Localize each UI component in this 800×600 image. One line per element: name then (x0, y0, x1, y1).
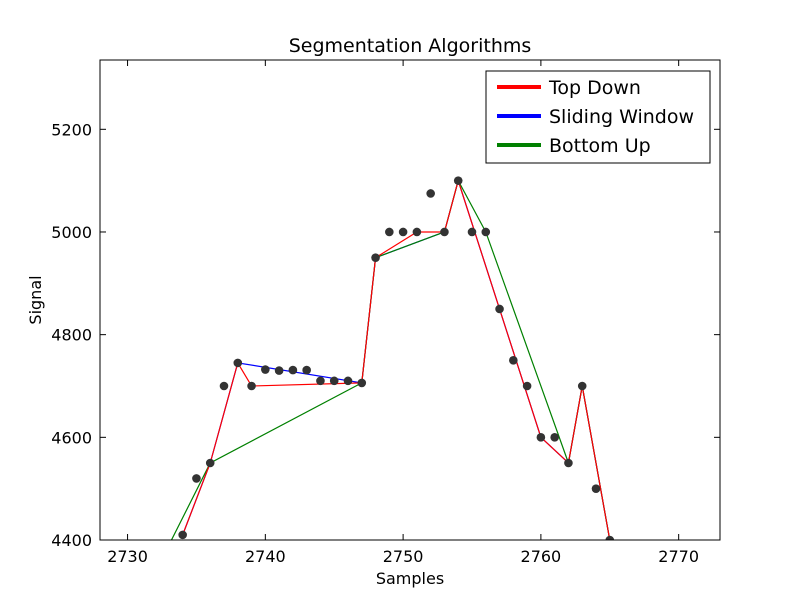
data-point (550, 433, 559, 442)
data-point (509, 356, 518, 365)
y-tick-label: 4600 (51, 428, 92, 447)
data-point (247, 381, 256, 391)
data-point (564, 458, 573, 468)
legend-label-top-down: Top Down (548, 77, 641, 99)
data-point (288, 365, 298, 375)
axis-ticks: 2730 2740 2750 2760 2770 4400 4600 4800 5000 5200 (51, 60, 720, 566)
data-point (385, 227, 394, 237)
x-tick-label: 2740 (245, 547, 286, 566)
data-point (481, 227, 491, 237)
data-point (495, 304, 504, 314)
data-point (274, 366, 284, 375)
plot-frame (99, 59, 721, 541)
y-axis-label: Signal (26, 275, 45, 324)
legend: Top Down Sliding Window Bottom Up (485, 70, 711, 164)
data-point (233, 358, 243, 368)
plot-area (170, 176, 615, 540)
y-tick-label: 5000 (51, 223, 92, 242)
data-point (412, 227, 422, 237)
data-point (302, 365, 311, 375)
y-tick-label: 5200 (51, 120, 92, 139)
data-point (343, 376, 353, 386)
data-point (426, 189, 435, 198)
legend-label-sliding-window: Sliding Window (549, 106, 694, 128)
data-point (591, 484, 601, 493)
data-point (398, 227, 408, 237)
x-tick-label: 2770 (658, 547, 699, 566)
legend-label-bottom-up: Bottom Up (549, 135, 651, 157)
y-tick-label: 4400 (51, 531, 92, 550)
data-point (261, 365, 270, 374)
x-tick-label: 2730 (107, 547, 148, 566)
chart-title: Segmentation Algorithms (289, 35, 532, 57)
y-tick-label: 4800 (51, 326, 92, 345)
data-point (536, 433, 546, 442)
data-point (357, 378, 367, 388)
data-point (219, 381, 229, 391)
data-point (178, 530, 187, 540)
x-axis-label: Samples (376, 569, 444, 588)
data-point (577, 381, 587, 391)
data-point (440, 227, 449, 237)
data-point (316, 376, 325, 386)
data-point (605, 535, 615, 540)
data-point (522, 381, 532, 391)
data-point (371, 253, 380, 262)
data-point (329, 376, 339, 386)
data-point (467, 227, 477, 237)
data-point (453, 176, 463, 185)
data-point (205, 458, 215, 468)
x-tick-label: 2750 (383, 547, 424, 566)
x-tick-label: 2760 (521, 547, 562, 566)
data-point (192, 474, 201, 483)
